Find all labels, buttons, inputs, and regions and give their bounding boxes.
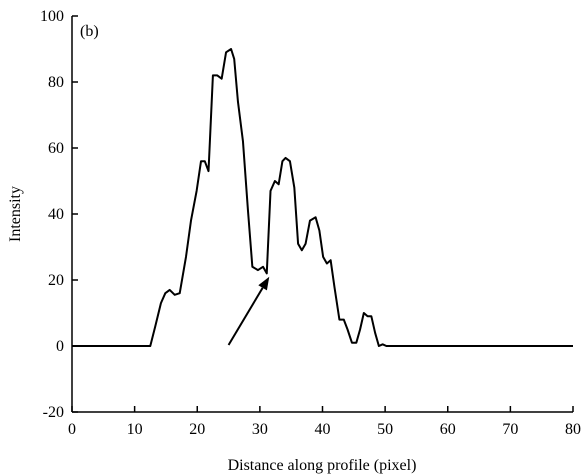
annotation-arrow-shaft bbox=[227, 287, 264, 346]
x-tick-label: 60 bbox=[440, 421, 456, 438]
annotations bbox=[227, 276, 270, 346]
x-tick-label: 70 bbox=[502, 421, 518, 438]
x-tick-label: 10 bbox=[127, 421, 143, 438]
y-tick-label: -20 bbox=[43, 404, 64, 421]
y-tick-label: 20 bbox=[48, 272, 64, 289]
x-tick-label: 40 bbox=[315, 421, 331, 438]
y-tick-label: 80 bbox=[48, 74, 64, 91]
series bbox=[72, 48, 573, 347]
panel-label: (b) bbox=[80, 23, 99, 40]
x-tick-label: 20 bbox=[189, 421, 205, 438]
y-tick-label: 40 bbox=[48, 206, 64, 223]
annotation-arrow-head bbox=[258, 276, 270, 291]
y-tick-label: 100 bbox=[40, 8, 64, 25]
y-axis-title: Intensity bbox=[7, 186, 24, 242]
x-tick-label: 80 bbox=[565, 421, 581, 438]
axes bbox=[71, 16, 573, 413]
y-tick-label: 60 bbox=[48, 140, 64, 157]
x-tick-label: 30 bbox=[252, 421, 268, 438]
y-tick-label: 0 bbox=[56, 338, 64, 355]
x-axis-title: Distance along profile (pixel) bbox=[228, 457, 417, 474]
x-tick-label: 0 bbox=[68, 421, 76, 438]
intensity-series-line bbox=[72, 48, 573, 347]
x-tick-label: 50 bbox=[377, 421, 393, 438]
